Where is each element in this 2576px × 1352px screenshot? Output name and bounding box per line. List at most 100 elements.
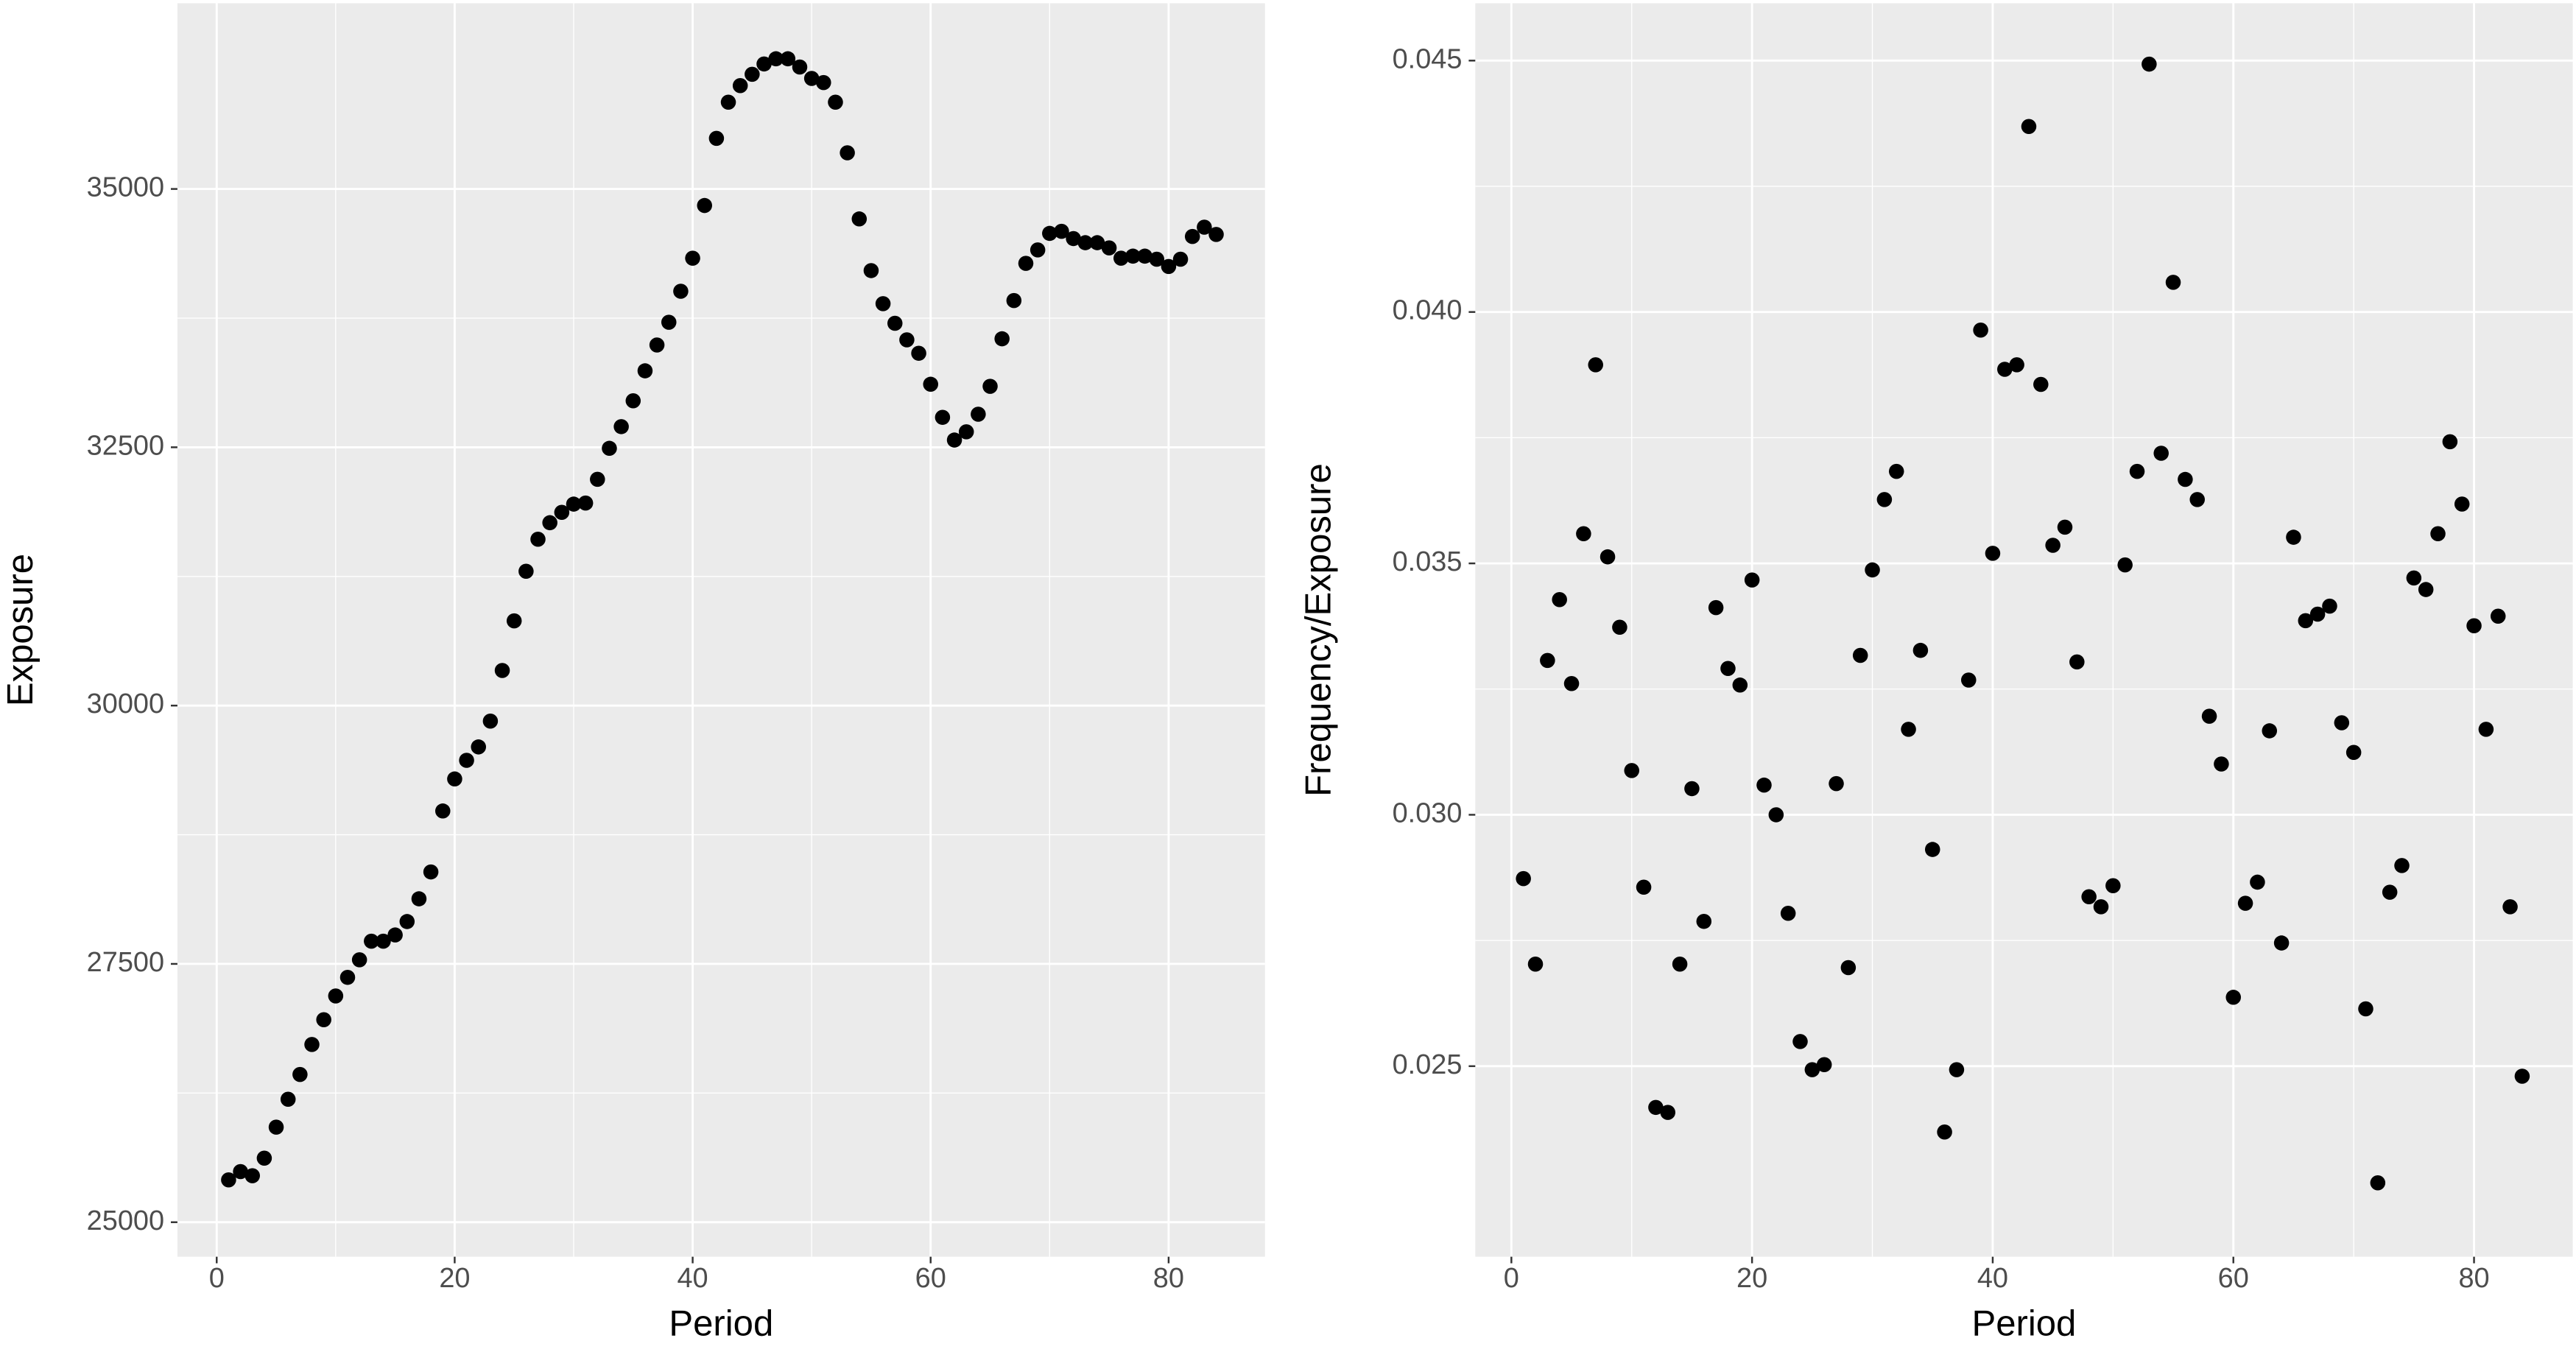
point bbox=[304, 1037, 320, 1052]
point bbox=[863, 263, 879, 278]
point bbox=[720, 94, 736, 110]
point bbox=[1089, 235, 1105, 250]
point bbox=[2466, 618, 2482, 633]
y-tick-label: 0.030 bbox=[1393, 798, 1463, 828]
point bbox=[482, 713, 499, 729]
point bbox=[244, 1168, 260, 1183]
point bbox=[1624, 763, 1640, 778]
point bbox=[745, 66, 760, 82]
x-tick-label: 80 bbox=[2458, 1263, 2489, 1294]
point bbox=[1161, 258, 1177, 275]
point bbox=[1552, 591, 1567, 608]
y-axis-title: Exposure bbox=[1, 554, 41, 706]
point bbox=[1600, 549, 1616, 565]
point bbox=[1756, 777, 1772, 793]
point bbox=[1172, 251, 1189, 267]
x-tick-label: 0 bbox=[1504, 1263, 1519, 1294]
point bbox=[399, 914, 415, 929]
point bbox=[756, 56, 772, 72]
point bbox=[1576, 526, 1591, 542]
point bbox=[471, 739, 486, 755]
point bbox=[2286, 529, 2301, 545]
point bbox=[1208, 227, 1224, 242]
point bbox=[339, 969, 356, 985]
point bbox=[1840, 960, 1857, 976]
y-tick-label: 35000 bbox=[87, 172, 164, 203]
point bbox=[2382, 884, 2398, 900]
point bbox=[1042, 225, 1058, 242]
point bbox=[1865, 562, 1880, 578]
point bbox=[2117, 557, 2133, 573]
point bbox=[494, 663, 510, 678]
point bbox=[554, 504, 570, 521]
point bbox=[1588, 357, 1603, 373]
point bbox=[1973, 323, 1988, 338]
point bbox=[602, 440, 617, 457]
point bbox=[2081, 889, 2097, 905]
point bbox=[518, 563, 534, 580]
point bbox=[1149, 251, 1164, 267]
point bbox=[875, 296, 891, 311]
point bbox=[2045, 538, 2061, 553]
point bbox=[2322, 598, 2337, 614]
point bbox=[1612, 619, 1627, 635]
point bbox=[2237, 895, 2253, 911]
panel-background bbox=[177, 3, 1265, 1257]
point bbox=[1888, 463, 1904, 479]
point bbox=[1720, 661, 1736, 677]
point bbox=[316, 1012, 331, 1027]
point bbox=[1516, 870, 1531, 887]
point bbox=[1125, 248, 1141, 264]
point bbox=[364, 933, 379, 949]
point bbox=[840, 145, 855, 161]
point bbox=[1829, 775, 1844, 792]
point bbox=[2153, 446, 2169, 461]
point bbox=[387, 927, 403, 943]
point bbox=[971, 406, 986, 422]
point bbox=[566, 496, 582, 512]
point bbox=[1672, 956, 1688, 972]
x-tick-label: 60 bbox=[915, 1263, 946, 1294]
point bbox=[2165, 275, 2181, 290]
point bbox=[1816, 1057, 1832, 1073]
point bbox=[2430, 526, 2446, 542]
point bbox=[530, 532, 546, 547]
point bbox=[1768, 807, 1784, 823]
point bbox=[1030, 242, 1046, 258]
point bbox=[2406, 570, 2422, 586]
point bbox=[280, 1091, 296, 1108]
point bbox=[1660, 1105, 1676, 1120]
point bbox=[459, 753, 474, 768]
x-tick-label: 20 bbox=[439, 1263, 470, 1294]
point bbox=[1780, 906, 1796, 921]
point bbox=[2021, 119, 2037, 135]
point bbox=[697, 197, 712, 214]
point bbox=[434, 803, 451, 819]
point bbox=[2418, 582, 2434, 597]
point bbox=[292, 1066, 308, 1082]
point bbox=[268, 1119, 284, 1135]
point bbox=[423, 864, 439, 880]
point bbox=[2225, 990, 2242, 1005]
point bbox=[590, 471, 605, 487]
point bbox=[2250, 874, 2265, 890]
point bbox=[1912, 642, 1929, 658]
y-tick-label: 25000 bbox=[87, 1205, 164, 1236]
point bbox=[1708, 599, 1724, 616]
point bbox=[768, 51, 784, 67]
point bbox=[577, 495, 594, 511]
point bbox=[613, 419, 629, 434]
point bbox=[1101, 240, 1117, 256]
point bbox=[946, 432, 963, 448]
y-tick-label: 32500 bbox=[87, 430, 164, 461]
point bbox=[1744, 572, 1760, 588]
y-tick-label: 0.025 bbox=[1393, 1049, 1463, 1080]
point bbox=[1696, 913, 1712, 929]
point bbox=[828, 94, 843, 110]
x-axis-title: Period bbox=[669, 1303, 773, 1343]
point bbox=[1852, 647, 1868, 663]
point bbox=[1901, 722, 1916, 737]
point bbox=[2009, 357, 2024, 373]
point bbox=[1527, 956, 1544, 972]
